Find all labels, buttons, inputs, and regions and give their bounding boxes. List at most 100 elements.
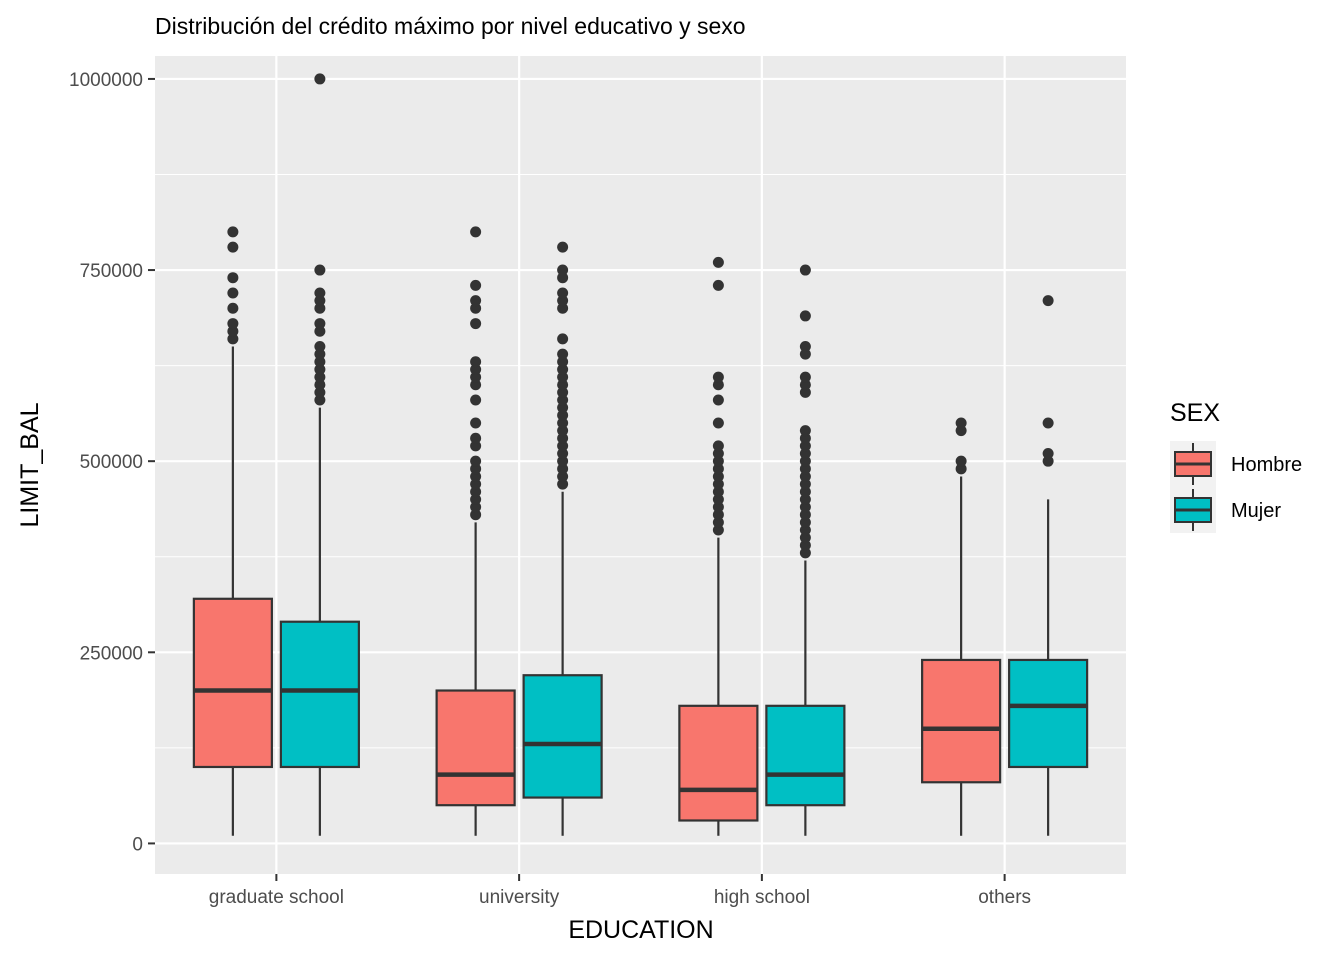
outlier-point <box>557 333 569 345</box>
outlier-point <box>712 463 724 475</box>
outlier-point <box>314 325 326 337</box>
legend-title: SEX <box>1170 399 1220 427</box>
outlier-point <box>557 455 569 467</box>
outlier-point <box>799 532 811 544</box>
outlier-point <box>557 417 569 429</box>
box-hombre-graduate-school <box>192 226 273 836</box>
outlier-point <box>470 478 482 490</box>
y-tick-label: 250000 <box>80 643 143 664</box>
outlier-point <box>227 302 239 314</box>
outlier-point <box>314 386 326 398</box>
outlier-point <box>227 287 239 299</box>
outlier-point <box>557 463 569 475</box>
box-hombre-others <box>921 417 1002 836</box>
outlier-point <box>314 348 326 360</box>
x-tick-label: others <box>978 887 1031 908</box>
outlier-point <box>955 417 967 429</box>
outlier-point <box>1042 417 1054 429</box>
legend-label: Hombre <box>1231 454 1302 476</box>
outlier-point <box>227 318 239 330</box>
box-mujer-others <box>1008 295 1089 836</box>
outlier-point <box>799 386 811 398</box>
outlier-point <box>712 394 724 406</box>
box-iqr <box>921 658 1002 784</box>
outlier-point <box>799 425 811 437</box>
outlier-point <box>557 409 569 421</box>
outlier-point <box>470 394 482 406</box>
outlier-point <box>470 371 482 383</box>
outlier-point <box>712 256 724 268</box>
outlier-point <box>799 501 811 513</box>
box-iqr <box>765 704 846 807</box>
outlier-point <box>314 73 326 85</box>
outlier-point <box>314 287 326 299</box>
outlier-point <box>799 493 811 505</box>
box-hombre-high-school <box>678 256 759 836</box>
outlier-point <box>799 516 811 528</box>
outlier-point <box>557 302 569 314</box>
outlier-point <box>712 448 724 460</box>
legend: SEX Hombre Mujer <box>1170 399 1302 533</box>
outlier-point <box>712 417 724 429</box>
outlier-point <box>799 455 811 467</box>
outlier-point <box>557 272 569 284</box>
outlier-point <box>557 379 569 391</box>
outlier-point <box>799 371 811 383</box>
outlier-point <box>712 371 724 383</box>
box-mujer-high-school <box>765 264 846 836</box>
box-iqr <box>192 597 273 769</box>
outlier-point <box>557 348 569 360</box>
outlier-point <box>799 509 811 521</box>
legend-item-mujer: Mujer <box>1174 489 1281 531</box>
outlier-point <box>314 356 326 368</box>
outlier-point <box>557 440 569 452</box>
outlier-point <box>557 356 569 368</box>
outlier-point <box>712 440 724 452</box>
outlier-point <box>557 394 569 406</box>
box-iqr <box>678 704 759 822</box>
outlier-point <box>799 264 811 276</box>
outlier-point <box>799 448 811 460</box>
outlier-point <box>712 509 724 521</box>
outlier-point <box>799 478 811 490</box>
box-iqr <box>435 689 516 807</box>
outlier-point <box>712 486 724 498</box>
outlier-point <box>227 226 239 238</box>
x-axis: graduate school university high school othe… <box>209 874 1031 908</box>
outlier-point <box>470 509 482 521</box>
y-tick-label: 500000 <box>80 452 143 473</box>
y-tick-label: 750000 <box>80 261 143 282</box>
outlier-point <box>712 470 724 482</box>
outlier-point <box>712 455 724 467</box>
outlier-point <box>799 524 811 536</box>
outlier-point <box>712 379 724 391</box>
outlier-point <box>557 363 569 375</box>
outlier-point <box>557 478 569 490</box>
outlier-point <box>470 455 482 467</box>
outlier-point <box>799 547 811 559</box>
outlier-point <box>314 371 326 383</box>
outlier-point <box>799 341 811 353</box>
box-hombre-university <box>435 226 516 836</box>
outlier-point <box>712 279 724 291</box>
outlier-point <box>799 348 811 360</box>
outlier-point <box>955 455 967 467</box>
outlier-point <box>314 341 326 353</box>
outlier-point <box>470 463 482 475</box>
boxplots <box>192 73 1089 836</box>
outlier-point <box>955 463 967 475</box>
outlier-point <box>314 394 326 406</box>
outlier-point <box>470 440 482 452</box>
outlier-point <box>470 318 482 330</box>
outlier-point <box>227 333 239 345</box>
outlier-point <box>470 295 482 307</box>
x-tick-label: university <box>479 887 560 908</box>
outlier-point <box>799 486 811 498</box>
y-axis: 0 250000 500000 750000 1000000 <box>69 70 155 855</box>
outlier-point <box>1042 295 1054 307</box>
outlier-point <box>314 264 326 276</box>
outlier-point <box>712 478 724 490</box>
outlier-point <box>799 440 811 452</box>
outlier-point <box>799 463 811 475</box>
